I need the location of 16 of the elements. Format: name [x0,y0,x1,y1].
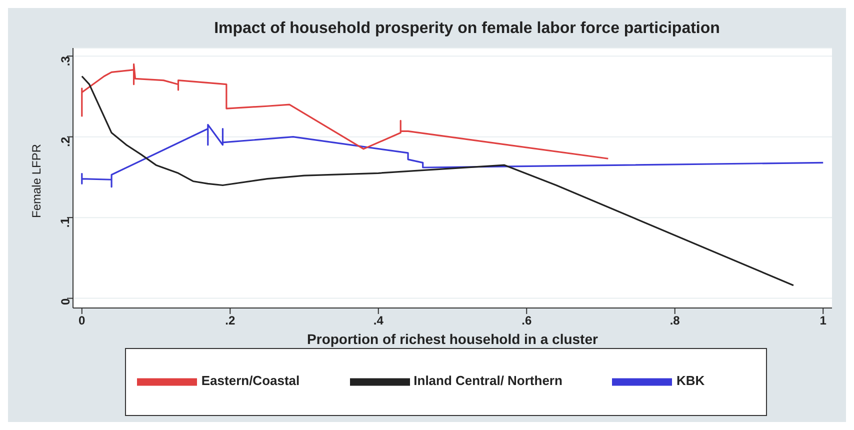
x-tick-label: 0 [78,314,86,328]
x-tick-label: .2 [225,314,236,328]
x-axis-title: Proportion of richest household in a cluster [307,331,599,347]
x-tick-label: .6 [522,314,532,328]
y-tick-label: .1 [58,217,72,228]
x-tick-label: .4 [373,314,384,328]
x-tick-label: .8 [670,314,680,328]
legend-label: Inland Central/ Northern [414,373,562,388]
y-tick-label: 0 [58,298,72,305]
chart-title: Impact of household prosperity on female labor force participation [213,19,721,39]
legend-label: Eastern/Coastal [201,373,300,388]
x-tick-label: 1 [820,314,827,328]
y-axis-title: Female LFPR [29,144,44,218]
y-tick-label: .3 [58,56,72,66]
y-tick-label: .2 [58,136,72,147]
legend-label: KBK [676,373,705,388]
